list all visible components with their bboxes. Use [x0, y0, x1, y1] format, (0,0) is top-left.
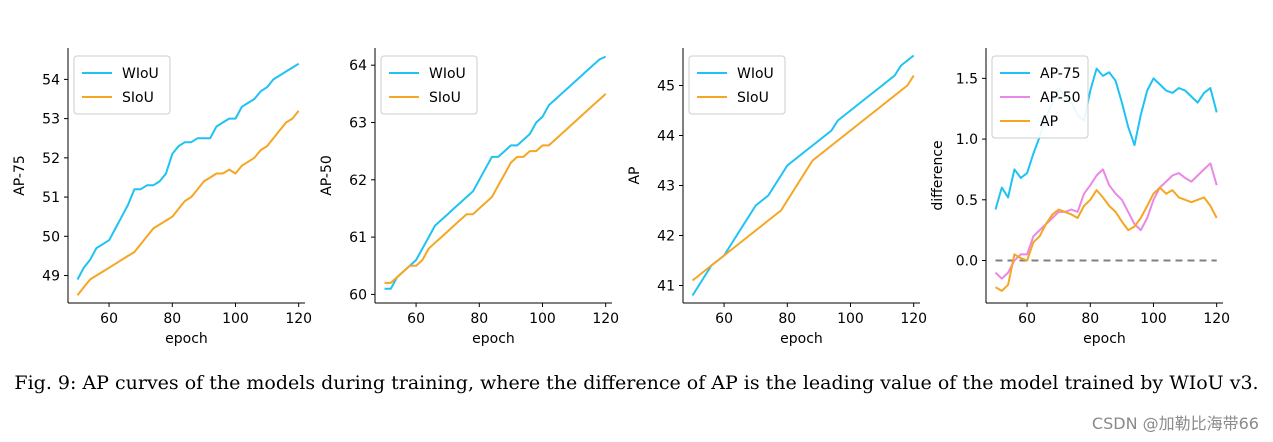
- chart-panel-2: 60 80 100 120 60 61 62 63 64 epoch AP-50 WIoU SIoU: [319, 48, 619, 347]
- series-line-wiou: [691, 54, 915, 297]
- legend: [991, 55, 1089, 139]
- watermark: CSDN @加勒比海带66: [1091, 414, 1259, 433]
- chart-panel-1: 60 80 100 120 49 50 51 52 53 54 epoch AP-75 WIoU SIoU: [12, 48, 312, 347]
- legend: [73, 55, 171, 115]
- series-line-ap-50: [994, 162, 1218, 280]
- y-tick-label: 41: [657, 279, 675, 295]
- x-tick-label: 80: [163, 311, 181, 327]
- legend-label: AP-50: [1040, 90, 1081, 106]
- y-tick-label: 1.5: [956, 71, 978, 87]
- series-line-siou: [76, 110, 300, 296]
- y-axis-label: difference: [930, 140, 946, 210]
- y-tick-label: 49: [42, 269, 60, 285]
- y-tick-label: 60: [349, 287, 367, 303]
- x-axis-label: epoch: [165, 331, 208, 347]
- y-tick-label: 1.0: [956, 132, 978, 148]
- y-tick-label: 52: [42, 151, 60, 167]
- legend-label: AP: [1040, 114, 1058, 130]
- y-tick-label: 64: [349, 58, 367, 74]
- x-tick-label: 100: [529, 311, 556, 327]
- x-tick-label: 100: [222, 311, 249, 327]
- x-tick-label: 80: [470, 311, 488, 327]
- x-tick-label: 60: [407, 311, 425, 327]
- x-axis-label: epoch: [472, 331, 515, 347]
- series-line-wiou: [384, 55, 607, 290]
- x-tick-label: 80: [1081, 311, 1099, 327]
- legend-label: WIoU: [122, 66, 159, 82]
- y-tick-label: 43: [657, 179, 675, 195]
- x-axis-label: epoch: [1083, 331, 1126, 347]
- x-tick-label: 60: [100, 311, 118, 327]
- legend-label: SIoU: [429, 90, 461, 106]
- y-axis-label: AP: [627, 166, 643, 184]
- y-axis-label: AP-50: [319, 155, 335, 196]
- legend-label: AP-75: [1040, 66, 1081, 82]
- series-line-wiou: [76, 62, 300, 280]
- series-line-siou: [691, 74, 915, 282]
- x-tick-label: 80: [778, 311, 796, 327]
- x-tick-label: 100: [837, 311, 864, 327]
- x-tick-label: 60: [715, 311, 733, 327]
- y-tick-label: 51: [42, 190, 60, 206]
- x-tick-label: 120: [592, 311, 619, 327]
- series-line-ap-75: [994, 67, 1218, 210]
- y-tick-label: 0.0: [956, 254, 978, 270]
- series-line-ap: [994, 186, 1218, 292]
- y-tick-label: 50: [42, 229, 60, 245]
- legend-label: SIoU: [122, 90, 154, 106]
- x-tick-label: 100: [1140, 311, 1167, 327]
- x-tick-label: 120: [285, 311, 312, 327]
- y-tick-label: 45: [657, 79, 675, 95]
- y-tick-label: 54: [42, 72, 60, 88]
- chart-panel-3: 60 80 100 120 41 42 43 44 45 epoch AP WIoU SIoU: [627, 48, 927, 347]
- x-axis-label: epoch: [780, 331, 823, 347]
- figure-caption: Fig. 9: AP curves of the models during t…: [14, 372, 1259, 394]
- y-tick-label: 44: [657, 129, 675, 145]
- y-tick-label: 62: [349, 173, 367, 189]
- y-axis-label: AP-75: [12, 155, 28, 196]
- x-tick-label: 120: [900, 311, 927, 327]
- y-tick-label: 0.5: [956, 193, 978, 209]
- x-tick-label: 120: [1203, 311, 1230, 327]
- y-tick-label: 53: [42, 112, 60, 128]
- y-tick-label: 42: [657, 229, 675, 245]
- legend-label: WIoU: [737, 66, 774, 82]
- legend-label: SIoU: [737, 90, 769, 106]
- legend: [688, 55, 786, 115]
- chart-panel-4: 60 80 100 120 0.0 0.5 1.0 1.5 epoch difference AP-…: [930, 48, 1230, 347]
- x-tick-label: 60: [1018, 311, 1036, 327]
- y-tick-label: 61: [349, 230, 367, 246]
- series-line-siou: [384, 93, 607, 284]
- legend-label: WIoU: [429, 66, 466, 82]
- legend: [380, 55, 478, 115]
- y-tick-label: 63: [349, 115, 367, 131]
